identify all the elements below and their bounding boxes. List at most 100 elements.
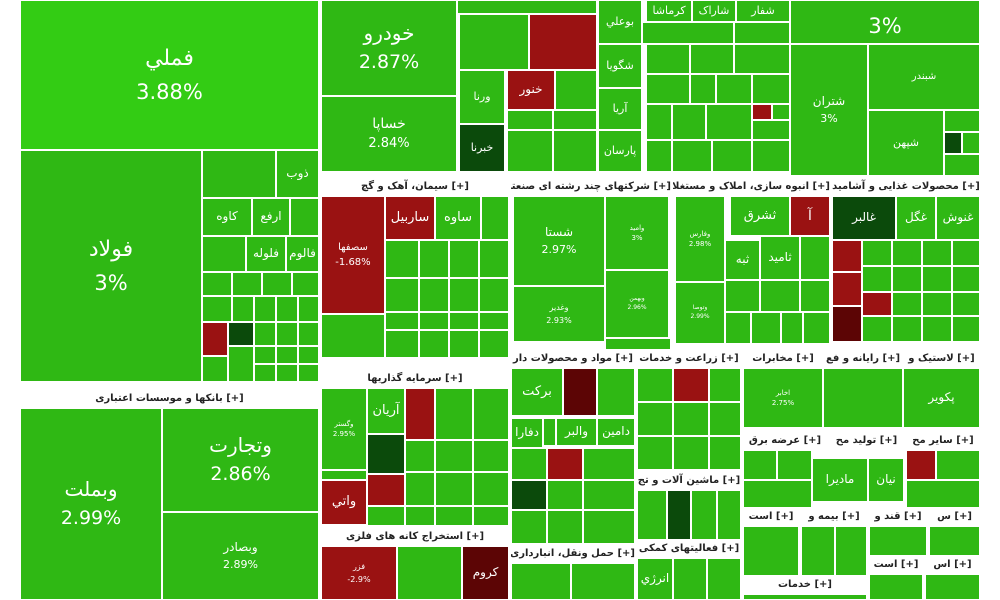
- treemap-cell[interactable]: [547, 448, 583, 480]
- treemap-tile[interactable]: آريا: [598, 88, 642, 130]
- treemap-tile[interactable]: شاراک: [692, 0, 736, 22]
- treemap-cell[interactable]: [892, 316, 922, 342]
- treemap-cell[interactable]: [473, 388, 509, 440]
- treemap-tile[interactable]: شبندر: [868, 44, 980, 110]
- treemap-tile[interactable]: وبصادر 2.89%: [162, 512, 319, 600]
- treemap-cell[interactable]: [832, 272, 862, 306]
- sector-header-telecom[interactable]: [+] مخابرات: [743, 350, 823, 368]
- sector-header-small-2[interactable]: [+] س: [929, 508, 980, 526]
- treemap-cell[interactable]: [367, 506, 405, 526]
- treemap-cell[interactable]: [691, 490, 717, 540]
- treemap-tile[interactable]: خودرو 2.87%: [321, 0, 457, 96]
- treemap-cell[interactable]: [419, 240, 449, 278]
- treemap-cell[interactable]: [254, 296, 276, 322]
- treemap-tile[interactable]: شپهن: [868, 110, 944, 176]
- treemap-cell[interactable]: [457, 0, 597, 14]
- treemap-cell[interactable]: [642, 22, 734, 44]
- treemap-cell[interactable]: [772, 104, 790, 120]
- treemap-cell[interactable]: [597, 368, 635, 416]
- sector-header-services[interactable]: [+] خدمات: [743, 576, 867, 594]
- treemap-cell[interactable]: [962, 132, 980, 154]
- treemap-cell[interactable]: [752, 104, 772, 120]
- treemap-cell[interactable]: [405, 506, 435, 526]
- treemap-cell[interactable]: [449, 330, 479, 358]
- sector-header-small-4[interactable]: [+] اس: [925, 556, 980, 574]
- treemap-cell[interactable]: [473, 472, 509, 506]
- treemap-cell[interactable]: [511, 510, 547, 544]
- treemap-tile[interactable]: مادیرا: [812, 458, 868, 502]
- treemap-cell[interactable]: [690, 44, 734, 74]
- treemap-cell[interactable]: [385, 312, 419, 330]
- treemap-tile[interactable]: شستا 2.97%: [513, 196, 605, 286]
- treemap-cell[interactable]: [511, 563, 571, 600]
- treemap-cell[interactable]: [435, 440, 473, 472]
- treemap-cell[interactable]: [707, 558, 741, 600]
- treemap-tile[interactable]: وبملت 2.99%: [20, 408, 162, 600]
- treemap-cell[interactable]: [419, 312, 449, 330]
- treemap-cell[interactable]: [321, 470, 367, 480]
- treemap-cell[interactable]: [752, 140, 790, 172]
- treemap-cell[interactable]: [952, 316, 980, 342]
- treemap-cell[interactable]: [419, 330, 449, 358]
- treemap-tile[interactable]: دفارا: [511, 418, 543, 448]
- treemap-cell[interactable]: [800, 236, 830, 280]
- treemap-tile[interactable]: وامید 3%: [605, 196, 669, 270]
- treemap-tile[interactable]: وغدير 2.93%: [513, 286, 605, 342]
- treemap-tile[interactable]: فزر -2.9%: [321, 546, 397, 600]
- treemap-tile[interactable]: شگويا: [598, 44, 642, 88]
- treemap-tile[interactable]: آ: [790, 196, 830, 236]
- treemap-cell[interactable]: [479, 312, 509, 330]
- treemap-cell[interactable]: [321, 314, 385, 358]
- treemap-cell[interactable]: [922, 292, 952, 316]
- treemap-tile[interactable]: غگل: [896, 196, 936, 240]
- treemap-cell[interactable]: [507, 130, 553, 172]
- treemap-cell[interactable]: [862, 316, 892, 342]
- treemap-cell[interactable]: [385, 278, 419, 312]
- treemap-cell[interactable]: [646, 140, 672, 172]
- treemap-cell[interactable]: [435, 388, 473, 440]
- treemap-cell[interactable]: [673, 436, 709, 470]
- treemap-cell[interactable]: [944, 132, 962, 154]
- treemap-cell[interactable]: [936, 450, 980, 480]
- treemap-cell[interactable]: [925, 574, 980, 600]
- treemap-tile[interactable]: فولاد 3%: [20, 150, 202, 382]
- treemap-cell[interactable]: [571, 563, 635, 600]
- treemap-cell[interactable]: [801, 526, 835, 576]
- treemap-cell[interactable]: [298, 364, 319, 382]
- treemap-cell[interactable]: [752, 74, 790, 104]
- treemap-cell[interactable]: [435, 472, 473, 506]
- treemap-cell[interactable]: [892, 240, 922, 266]
- treemap-cell[interactable]: [405, 472, 435, 506]
- treemap-cell[interactable]: [734, 44, 790, 74]
- treemap-tile[interactable]: ذوب: [276, 150, 319, 198]
- treemap-cell[interactable]: [405, 388, 435, 440]
- treemap-tile[interactable]: غالبر: [832, 196, 896, 240]
- treemap-cell[interactable]: [952, 292, 980, 316]
- treemap-cell[interactable]: [276, 346, 298, 364]
- treemap-tile[interactable]: دامین: [597, 418, 635, 446]
- treemap-tile[interactable]: خبرنا: [459, 124, 505, 172]
- sector-header-support[interactable]: [+] فعالیتهای کمکی: [637, 540, 741, 558]
- treemap-cell[interactable]: [734, 22, 790, 44]
- treemap-cell[interactable]: [725, 312, 751, 344]
- treemap-cell[interactable]: [637, 490, 667, 540]
- treemap-cell[interactable]: [743, 594, 867, 600]
- treemap-cell[interactable]: [449, 240, 479, 278]
- treemap-cell[interactable]: [823, 368, 903, 428]
- treemap-cell[interactable]: [673, 402, 709, 436]
- treemap-cell[interactable]: [646, 104, 672, 140]
- treemap-cell[interactable]: [202, 322, 228, 356]
- treemap-tile[interactable]: غنوش: [936, 196, 980, 240]
- treemap-tile[interactable]: ثشرق: [730, 196, 790, 236]
- treemap-cell[interactable]: [292, 272, 319, 296]
- treemap-cell[interactable]: [743, 480, 812, 508]
- treemap-cell[interactable]: [473, 506, 509, 526]
- treemap-cell[interactable]: [479, 240, 509, 278]
- treemap-cell[interactable]: [672, 140, 712, 172]
- treemap-cell[interactable]: [803, 312, 830, 344]
- treemap-cell[interactable]: [752, 120, 790, 140]
- sector-header-computer[interactable]: [+] رایانه و فع: [825, 350, 901, 368]
- treemap-cell[interactable]: [529, 14, 597, 70]
- treemap-cell[interactable]: [202, 236, 246, 272]
- treemap-cell[interactable]: [637, 368, 673, 402]
